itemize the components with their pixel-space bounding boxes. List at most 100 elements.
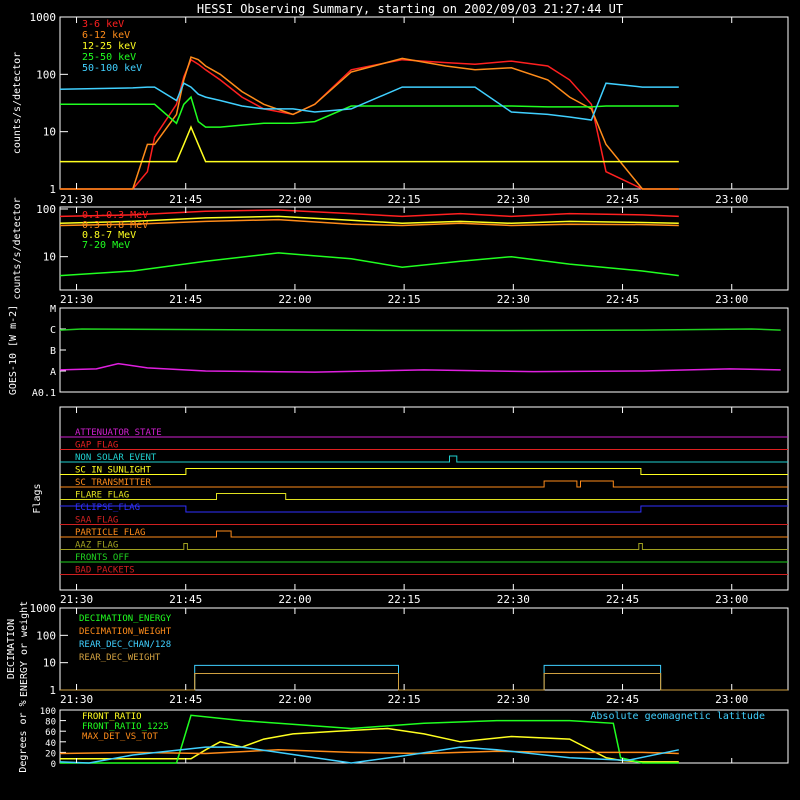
flag-label: NON_SOLAR_EVENT bbox=[75, 453, 157, 463]
legend-entry: 0.8-7 MeV bbox=[82, 230, 136, 241]
legend-entry: 3-6 keV bbox=[82, 19, 124, 30]
y-tick-label: 1000 bbox=[30, 602, 57, 615]
time-tick-label: 21:30 bbox=[60, 593, 93, 606]
series-line bbox=[59, 82, 679, 121]
y-axis-label: Flags bbox=[32, 483, 43, 513]
legend-entry: REAR_DEC_CHAN/128 bbox=[79, 640, 171, 650]
time-tick-label: 22:45 bbox=[606, 293, 639, 306]
legend-entry: 25-50 keV bbox=[82, 52, 136, 63]
y-tick-label: 1000 bbox=[30, 11, 57, 24]
time-tick-label: 22:30 bbox=[497, 293, 530, 306]
flag-label: SAA_FLAG bbox=[75, 516, 118, 526]
time-tick-label: 22:00 bbox=[278, 193, 311, 206]
flags-frame bbox=[59, 406, 789, 591]
y-tick-label: A0.1 bbox=[32, 388, 56, 399]
series-line bbox=[60, 673, 788, 691]
time-tick-label: 22:45 bbox=[606, 193, 639, 206]
y-tick-label: 20 bbox=[45, 749, 56, 759]
time-tick-label: 22:30 bbox=[497, 593, 530, 606]
time-tick-label: 22:15 bbox=[388, 193, 421, 206]
flag-label: ATTENUATOR_STATE bbox=[75, 428, 162, 438]
y-tick-label: B bbox=[50, 346, 56, 357]
flag-line bbox=[60, 480, 788, 488]
legend-entry: FRONT_RATIO bbox=[82, 712, 142, 722]
y-tick-label: 100 bbox=[40, 707, 56, 717]
flag-label: PARTICLE_FLAG bbox=[75, 528, 145, 538]
legend-entry: DECIMATION_ENERGY bbox=[79, 614, 172, 624]
legend-entry: 12-25 keV bbox=[82, 41, 136, 52]
flag-label: ECLIPSE_FLAG bbox=[75, 503, 140, 513]
series-line bbox=[60, 727, 679, 763]
time-tick-label: 21:45 bbox=[169, 193, 202, 206]
time-tick-label: 21:30 bbox=[60, 293, 93, 306]
y-axis-label: ENERGY or weight bbox=[19, 601, 30, 697]
series-line bbox=[59, 209, 679, 218]
y-tick-label: 40 bbox=[45, 739, 56, 749]
series-line bbox=[59, 328, 781, 332]
time-tick-label: 21:45 bbox=[169, 693, 202, 706]
series-line bbox=[59, 362, 781, 373]
time-tick-label: 21:30 bbox=[60, 693, 93, 706]
flag-label: BAD_PACKETS bbox=[75, 566, 135, 576]
y-axis-label: DECIMATION bbox=[6, 619, 17, 679]
annotation: Absolute geomagnetic latitude bbox=[590, 711, 765, 722]
time-tick-label: 22:15 bbox=[388, 693, 421, 706]
time-tick-label: 21:45 bbox=[169, 293, 202, 306]
ratios-frame bbox=[59, 709, 789, 764]
flag-line bbox=[60, 530, 788, 538]
flag-line bbox=[60, 543, 788, 550]
time-tick-label: 21:30 bbox=[60, 193, 93, 206]
legend-entry: 50-100 keV bbox=[82, 63, 142, 74]
time-tick-label: 21:45 bbox=[169, 593, 202, 606]
time-tick-label: 22:45 bbox=[606, 593, 639, 606]
time-tick-label: 22:00 bbox=[278, 293, 311, 306]
y-axis-label: GOES-10 [W m-2] bbox=[8, 305, 19, 395]
background-rates-frame bbox=[59, 206, 789, 291]
flag-line bbox=[60, 455, 788, 463]
time-tick-label: 22:45 bbox=[606, 693, 639, 706]
legend-entry: 6-12 keV bbox=[82, 30, 130, 41]
time-tick-label: 23:00 bbox=[715, 193, 748, 206]
y-tick-label: 10 bbox=[43, 657, 56, 670]
count-rates-frame bbox=[59, 16, 789, 190]
y-tick-label: 1 bbox=[49, 684, 56, 697]
y-tick-label: 0 bbox=[51, 760, 56, 770]
flag-label: AAZ_FLAG bbox=[75, 541, 118, 551]
series-line bbox=[59, 215, 679, 225]
series-line bbox=[59, 746, 679, 764]
y-tick-label: 60 bbox=[45, 728, 56, 738]
flag-label: FLARE_FLAG bbox=[75, 491, 129, 501]
legend-entry: MAX_DET_VS_TOT bbox=[82, 732, 158, 742]
legend-entry: REAR_DEC_WEIGHT bbox=[79, 653, 161, 663]
flag-line bbox=[60, 493, 788, 500]
legend-entry: 0.3-0.8 MeV bbox=[82, 220, 148, 231]
time-tick-label: 22:15 bbox=[388, 593, 421, 606]
series-line bbox=[59, 218, 679, 227]
flag-label: SC_TRANSMITTER bbox=[75, 478, 151, 488]
y-tick-label: A bbox=[50, 367, 56, 378]
series-line bbox=[59, 252, 679, 277]
flag-label: GAP_FLAG bbox=[75, 441, 118, 451]
legend-entry: 7-20 MeV bbox=[82, 240, 130, 251]
flag-label: FRONTS_OFF bbox=[75, 553, 129, 563]
series-line bbox=[60, 125, 679, 163]
time-tick-label: 22:15 bbox=[388, 293, 421, 306]
y-axis-label: counts/s/detector bbox=[12, 52, 23, 154]
legend-entry: 0.1-0.3 MeV bbox=[82, 210, 148, 221]
time-tick-label: 23:00 bbox=[715, 693, 748, 706]
y-tick-label: 100 bbox=[36, 68, 56, 81]
series-line bbox=[59, 749, 679, 755]
y-tick-label: M bbox=[50, 304, 56, 315]
time-tick-label: 22:30 bbox=[497, 193, 530, 206]
time-tick-label: 23:00 bbox=[715, 593, 748, 606]
time-tick-label: 22:00 bbox=[278, 593, 311, 606]
y-tick-label: 1 bbox=[49, 183, 56, 196]
time-tick-label: 23:00 bbox=[715, 293, 748, 306]
y-axis-label: counts/s/detector bbox=[12, 197, 23, 299]
flag-line bbox=[60, 505, 788, 513]
y-tick-label: 100 bbox=[36, 629, 56, 642]
